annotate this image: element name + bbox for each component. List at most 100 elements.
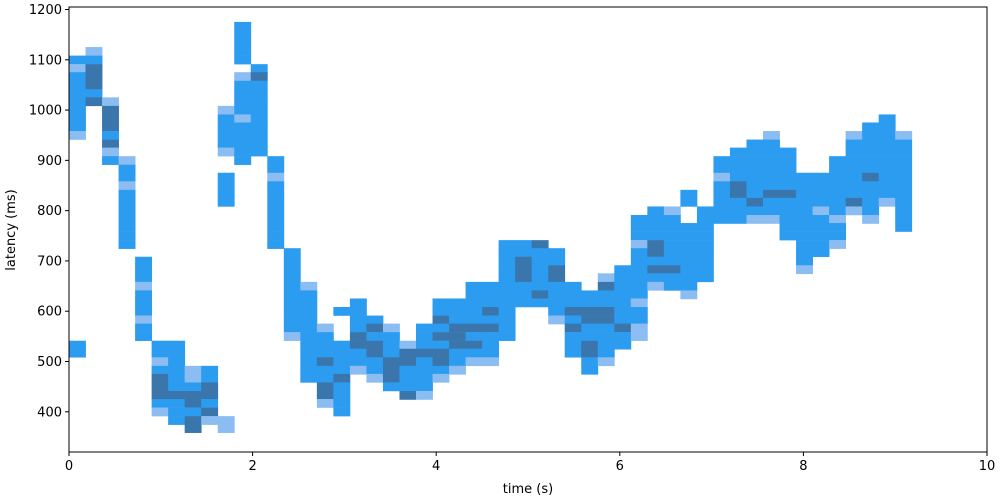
heatmap-cell bbox=[812, 248, 830, 257]
heatmap-cell bbox=[217, 122, 235, 132]
heatmap-cell bbox=[498, 307, 516, 316]
x-axis-label: time (s) bbox=[503, 482, 553, 497]
heatmap-cell bbox=[564, 315, 582, 325]
heatmap-cell bbox=[878, 197, 896, 207]
heatmap-cell bbox=[763, 139, 780, 149]
heatmap-cell bbox=[102, 122, 119, 132]
heatmap-cell bbox=[250, 122, 268, 132]
heatmap-cell bbox=[366, 357, 384, 367]
heatmap-cell bbox=[680, 281, 698, 291]
heatmap-cell bbox=[382, 323, 400, 333]
heatmap-cell bbox=[267, 156, 285, 165]
heatmap-cell bbox=[763, 214, 780, 224]
heatmap-cell bbox=[746, 189, 764, 199]
heatmap-cell bbox=[449, 315, 466, 325]
heatmap-cell bbox=[862, 122, 880, 132]
heatmap-cell bbox=[680, 256, 698, 266]
heatmap-cell bbox=[862, 172, 880, 182]
y-tick-label: 800 bbox=[37, 204, 62, 219]
heatmap-cell bbox=[168, 399, 186, 408]
heatmap-cell bbox=[581, 365, 599, 375]
heatmap-cell bbox=[432, 315, 450, 325]
heatmap-cell bbox=[548, 298, 566, 308]
heatmap-cell bbox=[416, 332, 433, 341]
heatmap-cell bbox=[234, 80, 252, 90]
heatmap-cell bbox=[432, 323, 450, 333]
heatmap-cell bbox=[729, 181, 747, 191]
heatmap-cell bbox=[234, 47, 252, 56]
heatmap-cell bbox=[316, 357, 334, 367]
heatmap-cell bbox=[515, 290, 533, 300]
heatmap-cell bbox=[498, 265, 516, 275]
heatmap-cell bbox=[416, 323, 433, 333]
heatmap-cell bbox=[449, 307, 466, 316]
heatmap-cell bbox=[796, 256, 813, 266]
heatmap-cell bbox=[366, 365, 384, 375]
heatmap-cell bbox=[796, 248, 813, 257]
heatmap-cell bbox=[829, 240, 847, 249]
heatmap-cell bbox=[862, 214, 880, 224]
heatmap-cell bbox=[69, 122, 86, 132]
heatmap-cell bbox=[300, 315, 318, 325]
heatmap-cell bbox=[515, 240, 533, 249]
heatmap-cell bbox=[812, 214, 830, 224]
heatmap-cell bbox=[201, 382, 219, 392]
heatmap-cell bbox=[151, 340, 169, 350]
heatmap-cell bbox=[515, 265, 533, 275]
heatmap-cell bbox=[895, 156, 913, 165]
heatmap-cell bbox=[895, 172, 913, 182]
heatmap-cell bbox=[729, 197, 747, 207]
heatmap-cell bbox=[333, 407, 351, 417]
heatmap-cell bbox=[713, 197, 731, 207]
heatmap-cell bbox=[680, 240, 698, 249]
heatmap-cell bbox=[118, 231, 136, 241]
heatmap-cell bbox=[647, 206, 665, 216]
heatmap-cell bbox=[548, 273, 566, 283]
heatmap-cell bbox=[382, 365, 400, 375]
heatmap-cell bbox=[763, 131, 780, 140]
heatmap-cell bbox=[647, 281, 665, 291]
heatmap-cell bbox=[680, 273, 698, 283]
heatmap-cell bbox=[647, 256, 665, 266]
heatmap-cell bbox=[69, 55, 86, 65]
heatmap-cell bbox=[696, 273, 714, 283]
heatmap-cell bbox=[680, 197, 698, 207]
heatmap-cell bbox=[333, 390, 351, 400]
heatmap-cell bbox=[515, 273, 533, 283]
heatmap-cell bbox=[862, 164, 880, 174]
heatmap-cell bbox=[630, 281, 648, 291]
heatmap-cell bbox=[878, 114, 896, 124]
heatmap-cell bbox=[349, 298, 367, 308]
heatmap-cell bbox=[316, 332, 334, 341]
heatmap-cell bbox=[201, 399, 219, 408]
heatmap-cell bbox=[300, 298, 318, 308]
heatmap-cell bbox=[895, 139, 913, 149]
heatmap-cell bbox=[432, 307, 450, 316]
heatmap-cell bbox=[796, 172, 813, 182]
heatmap-cell bbox=[630, 265, 648, 275]
heatmap-cell bbox=[399, 348, 417, 358]
heatmap-cell bbox=[69, 89, 86, 99]
heatmap-cell bbox=[267, 164, 285, 174]
heatmap-cell bbox=[416, 373, 433, 383]
heatmap-cell bbox=[862, 147, 880, 157]
heatmap-cell bbox=[482, 348, 500, 358]
heatmap-cell bbox=[647, 214, 665, 224]
heatmap-cell bbox=[581, 315, 599, 325]
heatmap-cell bbox=[531, 273, 549, 283]
heatmap-cell bbox=[399, 357, 417, 367]
heatmap-cell bbox=[564, 298, 582, 308]
heatmap-cell bbox=[597, 323, 615, 333]
heatmap-cell bbox=[118, 214, 136, 224]
heatmap-cell bbox=[812, 231, 830, 241]
heatmap-cell bbox=[498, 315, 516, 325]
heatmap-cell bbox=[184, 373, 202, 383]
heatmap-cell bbox=[614, 290, 632, 300]
heatmap-cell bbox=[729, 164, 747, 174]
heatmap-cell bbox=[746, 164, 764, 174]
heatmap-cell bbox=[184, 365, 202, 375]
heatmap-cell bbox=[300, 323, 318, 333]
heatmap-cell bbox=[597, 281, 615, 291]
heatmap-cell bbox=[69, 105, 86, 115]
heatmap-cell bbox=[217, 189, 235, 199]
